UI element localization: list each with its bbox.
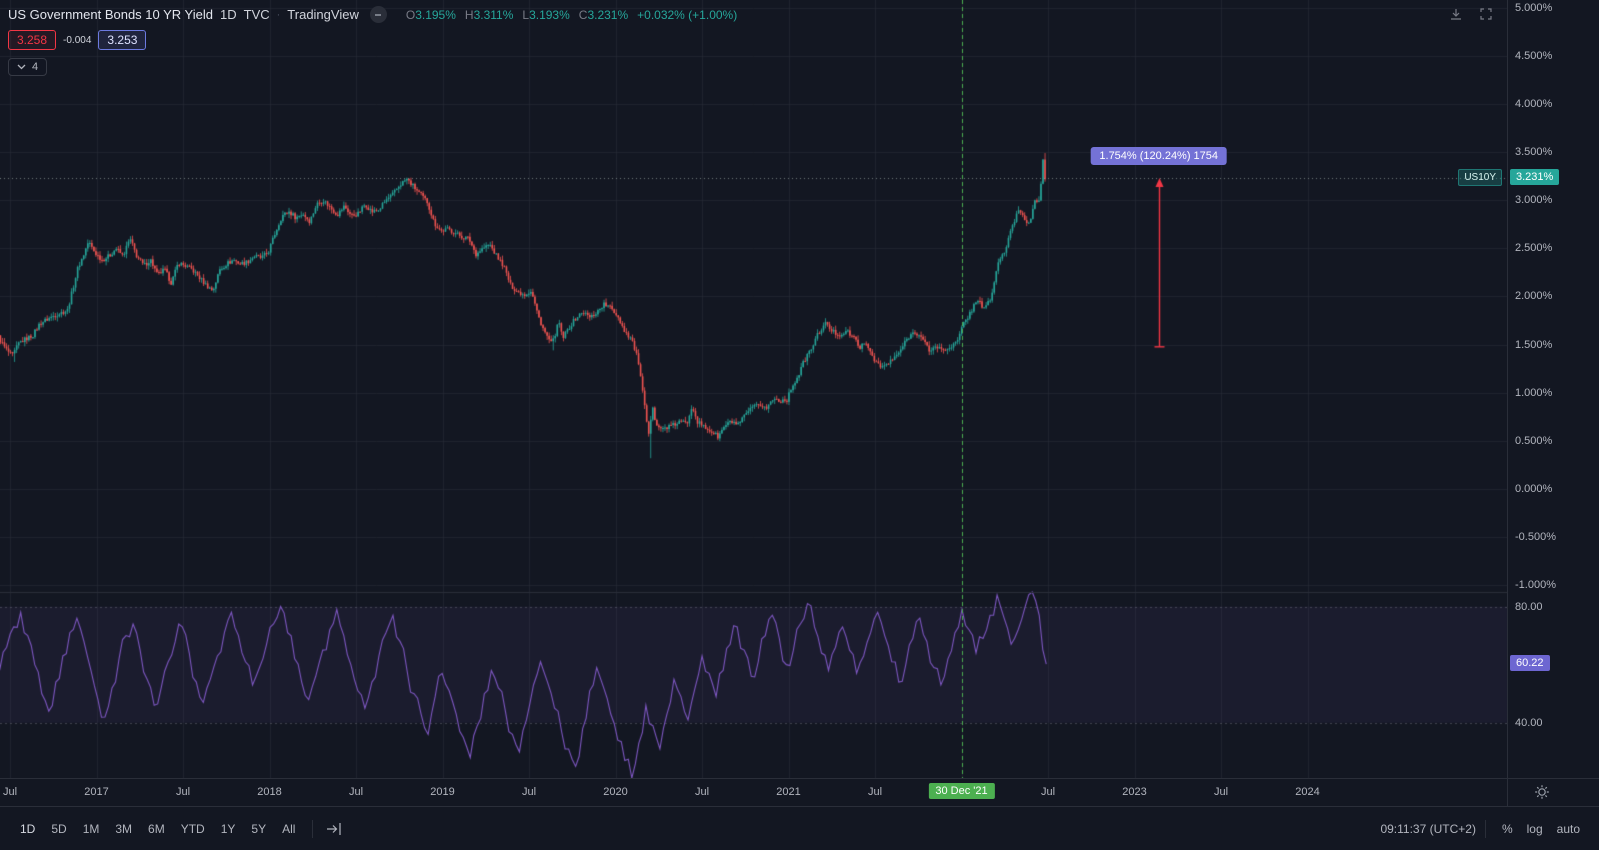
time-tick-label: 2018 (257, 786, 282, 798)
measure-label[interactable]: 1.754% (120.24%) 1754 (1090, 146, 1228, 165)
price-tick-label: 0.500% (1515, 434, 1553, 447)
clock-label[interactable]: 09:11:37 (UTC+2) (1380, 821, 1476, 836)
chart-settings-gear-icon[interactable] (1534, 784, 1550, 805)
time-tick-label: Jul (1040, 786, 1056, 798)
time-tick-label: Jul (2, 786, 18, 798)
chart-legend: US Government Bonds 10 YR Yield 1D TVC ·… (8, 6, 737, 76)
price-tick-label: -1.000% (1515, 579, 1556, 592)
price-tick-label: 1.500% (1515, 338, 1553, 351)
rsi-tick-label: 40.00 (1515, 716, 1543, 729)
rsi-value-label: 60.22 (1510, 655, 1550, 672)
time-tick-label: Jul (867, 786, 883, 798)
symbol-price-pill: US10Y (1458, 168, 1502, 186)
ohlc-values: O3.195% H3.311% L3.193% C3.231% +0.032% … (406, 8, 737, 22)
time-axis[interactable]: Jul 2017 Jul 2018 Jul 2019 Jul 2020 Jul 2021 Jul Ju… (0, 778, 1599, 807)
high-key: H (464, 7, 474, 22)
time-tick-label: 2021 (776, 786, 801, 798)
legend-main-row: US Government Bonds 10 YR Yield 1D TVC ·… (8, 6, 737, 23)
range-buttons: 1D 5D 1M 3M 6M YTD 1Y 5Y All (12, 818, 303, 840)
interval-label[interactable]: 1D (220, 7, 237, 22)
percent-scale-toggle[interactable]: % (1501, 821, 1513, 836)
go-to-date-icon[interactable] (322, 820, 346, 838)
price-tick-label: 2.500% (1515, 242, 1553, 255)
toolbar-divider (312, 819, 314, 838)
date-marker-label[interactable]: 30 Dec '21 (928, 783, 995, 799)
brand-label: TradingView (287, 7, 359, 22)
chart-corner-controls (1449, 7, 1493, 21)
time-tick-label: 2019 (430, 786, 455, 798)
price-chart-canvas[interactable] (0, 0, 1507, 778)
chart-region: US Government Bonds 10 YR Yield 1D TVC ·… (0, 0, 1507, 778)
time-tick-label: 2024 (1295, 786, 1320, 798)
close-key: C (578, 7, 588, 22)
auto-scale-toggle[interactable]: auto (1556, 821, 1580, 836)
low-value: 3.193% (529, 7, 570, 22)
log-scale-toggle[interactable]: log (1526, 821, 1543, 836)
spread-value: -0.004 (63, 34, 92, 46)
chevron-down-icon (17, 64, 26, 70)
scroll-to-recent-icon[interactable] (1449, 7, 1463, 21)
open-key: O (405, 7, 416, 22)
range-button-3m[interactable]: 3M (115, 821, 133, 836)
price-tick-label: 4.500% (1515, 49, 1553, 62)
legend-more-icon[interactable] (369, 6, 387, 23)
range-button-ytd[interactable]: YTD (180, 821, 205, 836)
buy-button[interactable]: 3.253 (98, 30, 147, 50)
time-tick-label: Jul (348, 786, 364, 798)
exchange-label[interactable]: TVC (243, 7, 270, 22)
close-value: 3.231% (587, 7, 629, 22)
objects-tree-toggle[interactable]: 4 (8, 58, 48, 76)
high-value: 3.311% (473, 7, 514, 22)
symbol-title[interactable]: US Government Bonds 10 YR Yield (8, 7, 213, 22)
rsi-tick-label: 80.00 (1515, 600, 1543, 613)
sell-button[interactable]: 3.258 (8, 30, 57, 50)
range-button-5y[interactable]: 5Y (251, 821, 267, 836)
price-tick-label: 3.500% (1515, 146, 1553, 159)
open-value: 3.195% (415, 7, 456, 22)
bottom-toolbar: 1D 5D 1M 3M 6M YTD 1Y 5Y All 09:11:37 (UTC+2) % … (0, 806, 1599, 850)
range-button-5d[interactable]: 5D (51, 821, 67, 836)
time-tick-label: Jul (694, 786, 710, 798)
toolbar-divider (1484, 819, 1486, 838)
objects-count: 4 (32, 61, 39, 73)
price-tick-label: -0.500% (1515, 531, 1556, 544)
price-tick-label: 0.000% (1515, 483, 1553, 495)
trade-buttons-row: 3.258 -0.004 3.253 (8, 30, 737, 50)
time-tick-label: 2020 (603, 786, 628, 798)
legend-separator: · (276, 8, 281, 21)
current-price-label: 3.231% (1510, 168, 1560, 185)
axis-corner-divider (1507, 779, 1508, 807)
time-tick-label: 2017 (84, 786, 109, 798)
fullscreen-icon[interactable] (1479, 7, 1493, 21)
range-button-1y[interactable]: 1Y (220, 821, 236, 836)
price-tick-label: 5.000% (1515, 1, 1553, 14)
time-tick-label: Jul (175, 786, 191, 798)
price-axis[interactable]: 5.000% 4.500% 4.000% 3.500% 3.000% 2.500% 2.00… (1507, 0, 1599, 778)
low-key: L (522, 7, 530, 22)
price-tick-label: 1.000% (1515, 386, 1553, 399)
range-button-6m[interactable]: 6M (148, 821, 165, 836)
price-tick-label: 3.000% (1515, 194, 1553, 207)
price-tick-label: 4.000% (1515, 97, 1553, 110)
time-tick-label: 2023 (1122, 786, 1147, 798)
time-tick-label: Jul (1213, 786, 1229, 798)
change-value: +0.032% (+1.00%) (637, 7, 738, 22)
time-tick-label: Jul (521, 786, 537, 798)
range-button-1m[interactable]: 1M (82, 821, 100, 836)
price-tick-label: 2.000% (1515, 290, 1553, 303)
range-button-1d[interactable]: 1D (20, 821, 36, 836)
range-button-all[interactable]: All (282, 821, 296, 836)
